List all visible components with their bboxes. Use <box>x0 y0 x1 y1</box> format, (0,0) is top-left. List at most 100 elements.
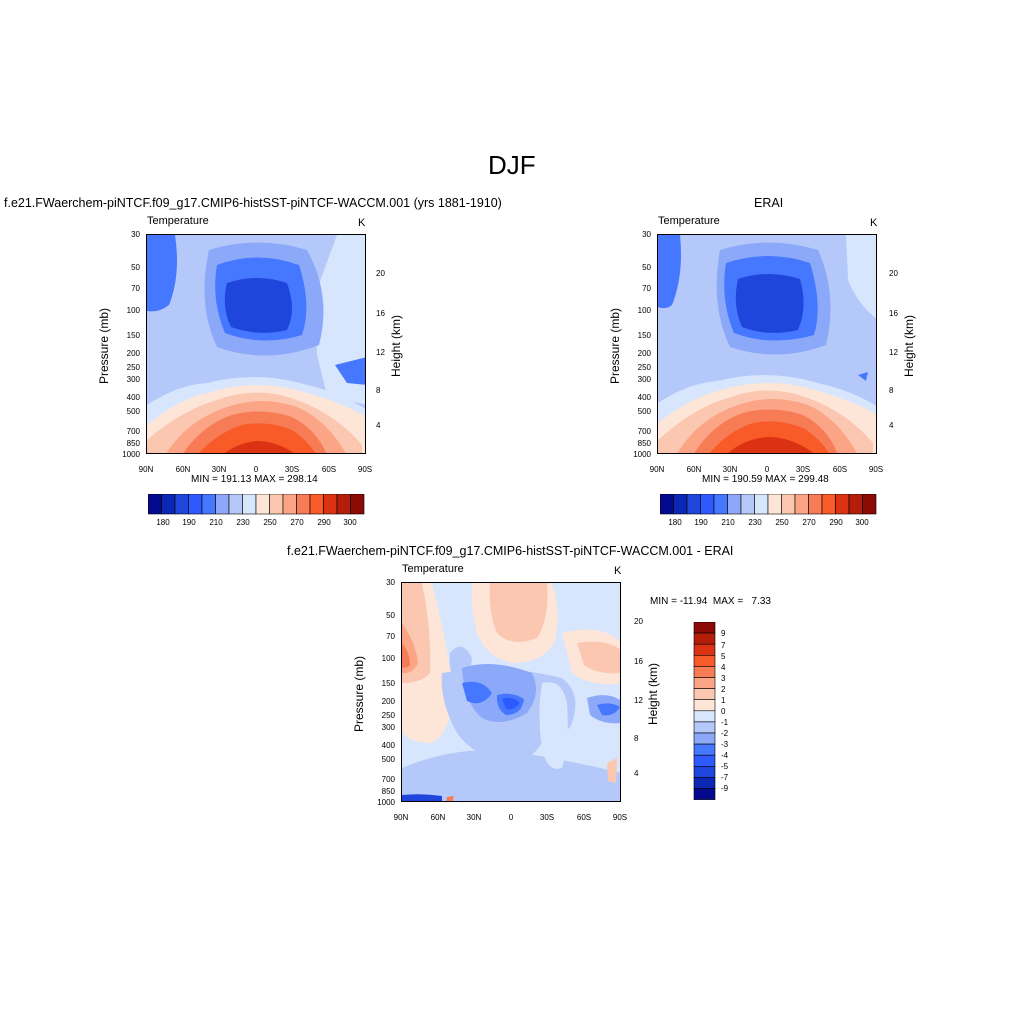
panel2-stats: MIN = 190.59 MAX = 299.48 <box>702 474 829 485</box>
ytick-150: 150 <box>382 679 396 688</box>
colorbar-box <box>148 494 162 515</box>
colorbar-box <box>693 654 716 667</box>
ytick-200: 200 <box>382 697 396 706</box>
y2tick-20: 20 <box>376 269 385 278</box>
xtick-30s: 30S <box>285 465 299 474</box>
colorbar-box <box>255 494 270 515</box>
colorbar-box <box>693 632 716 645</box>
cb-label: 230 <box>236 518 250 527</box>
cb-label: 290 <box>829 518 843 527</box>
panel2-x-ticks: 90N 60N 30N 0 30S 60S 90S <box>650 465 883 474</box>
panel3-band-neg4 <box>502 697 520 710</box>
y2tick-12: 12 <box>376 348 385 357</box>
panel1-x-ticks: 90N 60N 30N 0 30S 60S 90S <box>139 465 372 474</box>
panel2-band-sp-cold <box>858 372 868 381</box>
ytick-100: 100 <box>382 654 396 663</box>
panel2-y-ticks: 30 50 70 100 150 200 250 300 400 500 700… <box>633 230 651 459</box>
y2tick-4: 4 <box>889 421 894 430</box>
cb-label: 190 <box>182 518 196 527</box>
colorbar-box <box>693 699 716 712</box>
panel3-x-ticks: 90N 60N 30N 0 30S 60S 90S <box>394 813 627 822</box>
panel3-caption: f.e21.FWaerchem-piNTCF.f09_g17.CMIP6-his… <box>287 544 734 558</box>
panel2-colorbar-labels: 180 190 210 230 250 270 290 300 <box>668 518 869 527</box>
y2tick-8: 8 <box>634 734 639 743</box>
colorbar-box <box>228 494 243 515</box>
colorbar-box <box>693 766 716 778</box>
colorbar-box <box>242 494 257 515</box>
cb-label: 5 <box>721 652 726 661</box>
ytick-30: 30 <box>131 230 140 239</box>
panel1-band-sp-cold <box>335 357 365 385</box>
xtick-60s: 60S <box>833 465 847 474</box>
xtick-60n: 60N <box>431 813 446 822</box>
xtick-0: 0 <box>254 465 259 474</box>
panel1-axes: 30 50 70 100 150 200 250 300 400 500 700… <box>97 230 403 474</box>
panel2-ylabel: Pressure (mb) <box>608 308 622 384</box>
xtick-90n: 90N <box>394 813 409 822</box>
panel3-band-pos-surface <box>446 796 454 801</box>
ytick-70: 70 <box>131 284 140 293</box>
panel3-band-neg3-sh <box>597 703 620 716</box>
cb-label: -4 <box>721 751 729 760</box>
cb-label: 2 <box>721 685 726 694</box>
panel2-variable-title: Temperature <box>658 215 720 227</box>
xtick-30n: 30N <box>467 813 482 822</box>
colorbar-box <box>673 494 688 515</box>
colorbar-box <box>336 494 351 515</box>
figure-title: DJF <box>488 150 536 180</box>
panel2-colorbar-boxes <box>660 494 877 515</box>
colorbar-box <box>693 643 716 656</box>
panel2-axes: 30 50 70 100 150 200 250 300 400 500 700… <box>608 230 916 474</box>
panel1-colorbar-labels: 180 190 210 230 250 270 290 300 <box>156 518 357 527</box>
panel3-colorbar: 9 7 5 4 3 2 1 0 -1 -2 -3 -4 -5 -7 -9 <box>693 622 729 800</box>
panel3-band-neg3-a <box>462 681 492 704</box>
cb-label: 270 <box>290 518 304 527</box>
xtick-90s: 90S <box>613 813 627 822</box>
ytick-850: 850 <box>382 787 396 796</box>
y2tick-4: 4 <box>634 769 639 778</box>
panel3-band-neg1-c <box>402 750 620 801</box>
colorbar-box <box>693 666 716 678</box>
colorbar-box <box>323 494 338 515</box>
xtick-60s: 60S <box>322 465 336 474</box>
colorbar-box <box>188 494 203 515</box>
cb-label: -3 <box>721 740 729 749</box>
ytick-850: 850 <box>127 439 141 448</box>
xtick-0: 0 <box>509 813 514 822</box>
xtick-90n: 90N <box>139 465 154 474</box>
cb-label: 7 <box>721 641 726 650</box>
ytick-400: 400 <box>127 393 141 402</box>
ytick-50: 50 <box>131 263 140 272</box>
panel1-colorbar: 180 190 210 230 250 270 290 300 <box>148 494 365 527</box>
colorbar-box <box>808 494 823 515</box>
cb-label: 4 <box>721 663 726 672</box>
colorbar-box <box>693 732 716 745</box>
panel2-y2label: Height (km) <box>902 315 916 377</box>
panel2-band-np-cold <box>658 235 681 309</box>
ytick-1000: 1000 <box>633 450 651 459</box>
ytick-250: 250 <box>382 711 396 720</box>
panel1-y2-ticks: 20 16 12 8 4 <box>376 269 385 430</box>
y2tick-12: 12 <box>889 348 898 357</box>
colorbar-box <box>215 494 230 515</box>
ytick-200: 200 <box>127 349 141 358</box>
colorbar-box <box>848 494 863 515</box>
colorbar-box <box>835 494 850 515</box>
ytick-100: 100 <box>638 306 652 315</box>
ytick-50: 50 <box>386 611 395 620</box>
cb-label: 300 <box>343 518 357 527</box>
colorbar-box <box>693 743 716 756</box>
colorbar-box <box>174 494 189 515</box>
y2tick-16: 16 <box>889 309 898 318</box>
colorbar-box <box>754 494 769 515</box>
colorbar-box <box>693 788 716 800</box>
ytick-150: 150 <box>638 331 652 340</box>
colorbar-box <box>282 494 297 515</box>
ytick-250: 250 <box>638 363 652 372</box>
panel3-stats: MIN = -11.94 MAX = 7.33 <box>650 596 771 607</box>
panel3-ylabel: Pressure (mb) <box>352 656 366 732</box>
cb-label: -9 <box>721 784 729 793</box>
panel3-axes: 30 50 70 100 150 200 250 300 400 500 700… <box>352 578 660 822</box>
panel2-plot-area <box>657 234 877 454</box>
ytick-500: 500 <box>638 407 652 416</box>
